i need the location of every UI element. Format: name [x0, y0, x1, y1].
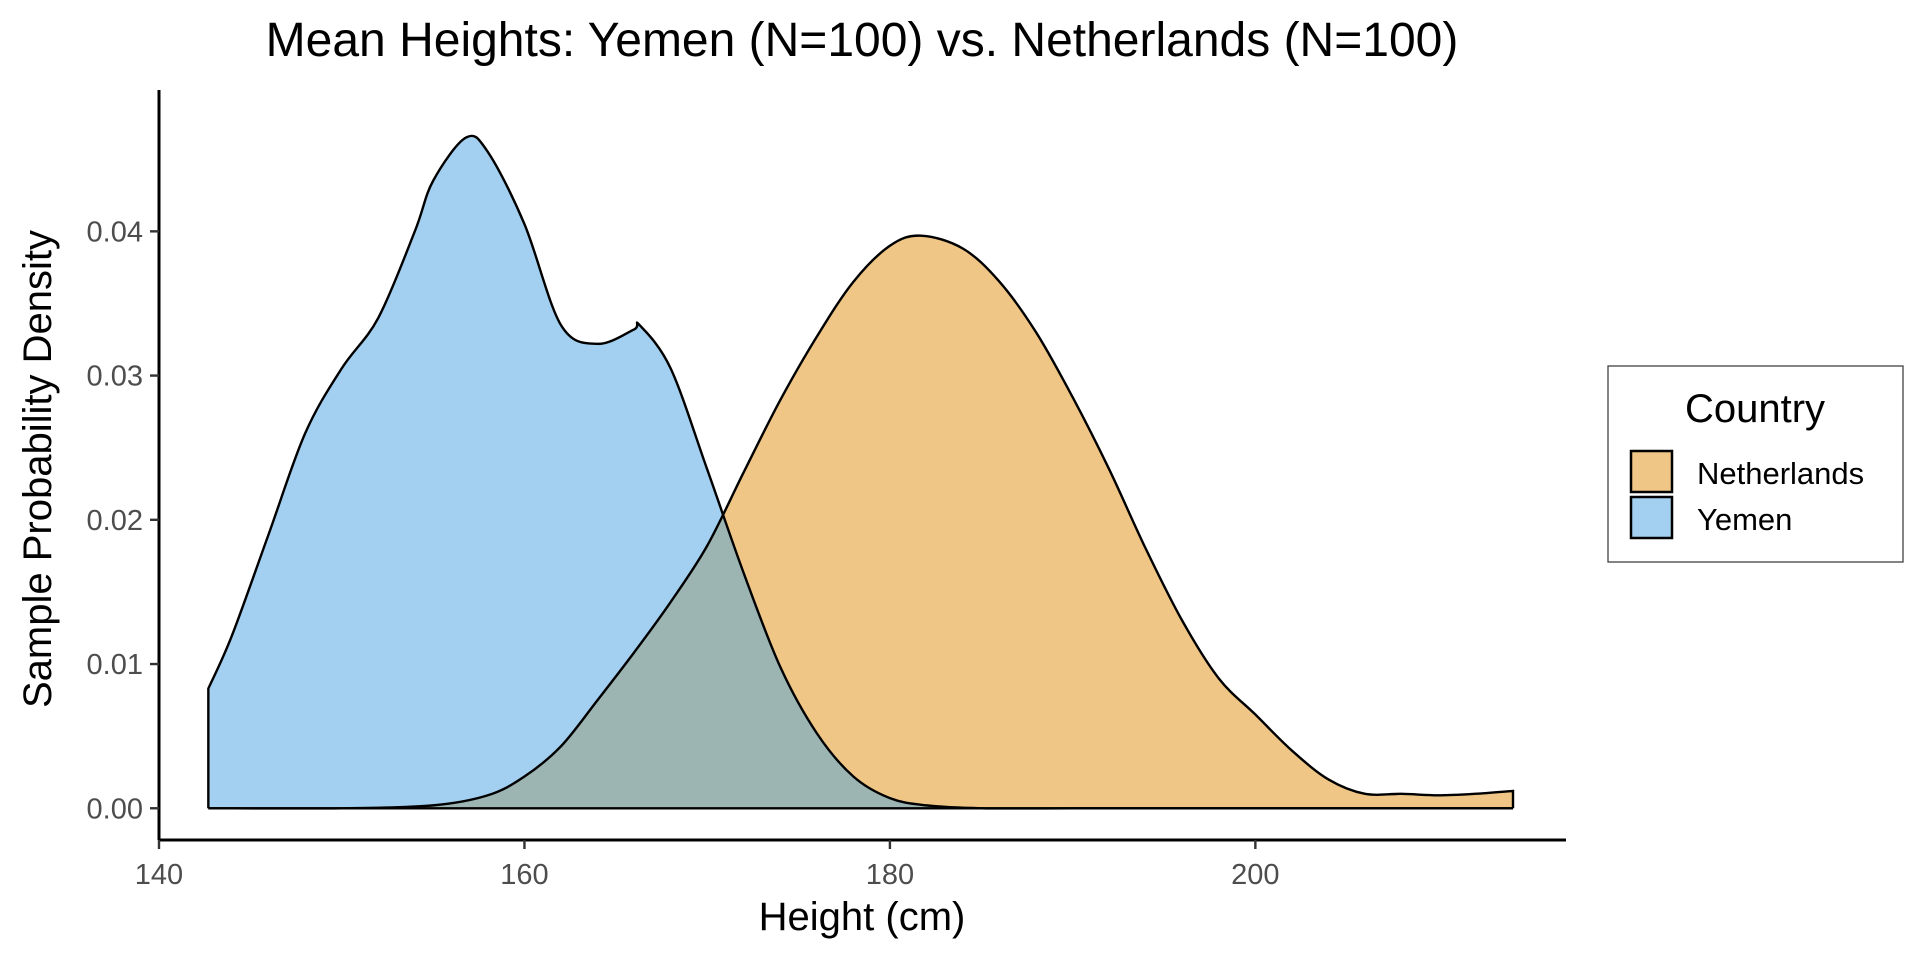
legend-key-netherlands: [1629, 449, 1674, 494]
y-tick-label: 0.04: [87, 216, 143, 248]
density-area-yemen: [208, 135, 1514, 809]
legend-label-yemen: Yemen: [1697, 502, 1792, 537]
legend-key-yemen: [1629, 495, 1674, 540]
x-tick-label: 180: [866, 859, 914, 891]
y-tick-label: 0.03: [87, 361, 143, 393]
density-area-netherlands: [208, 235, 1514, 809]
x-tick-label: 140: [135, 859, 183, 891]
legend-title: Country: [1685, 387, 1825, 431]
y-tick-label: 0.02: [87, 505, 143, 537]
legend: Country Netherlands Yemen: [1607, 365, 1904, 563]
density-fills: [208, 135, 1514, 809]
x-tick-label: 160: [500, 859, 548, 891]
chart-title: Mean Heights: Yemen (N=100) vs. Netherla…: [266, 14, 1459, 67]
density-line-netherlands: [208, 234, 1515, 810]
y-tick-label: 0.01: [87, 649, 143, 681]
y-axis-ticks: 0.00 0.01 0.02 0.03 0.04: [87, 216, 159, 825]
y-tick-label: 0.00: [87, 793, 143, 825]
y-axis-title: Sample Probability Density: [16, 230, 60, 708]
x-axis-ticks: 140 160 180 200: [135, 840, 1280, 891]
x-axis-title: Height (cm): [759, 895, 966, 939]
legend-label-netherlands: Netherlands: [1697, 456, 1864, 491]
density-outlines: [207, 134, 1515, 810]
x-tick-label: 200: [1231, 859, 1279, 891]
